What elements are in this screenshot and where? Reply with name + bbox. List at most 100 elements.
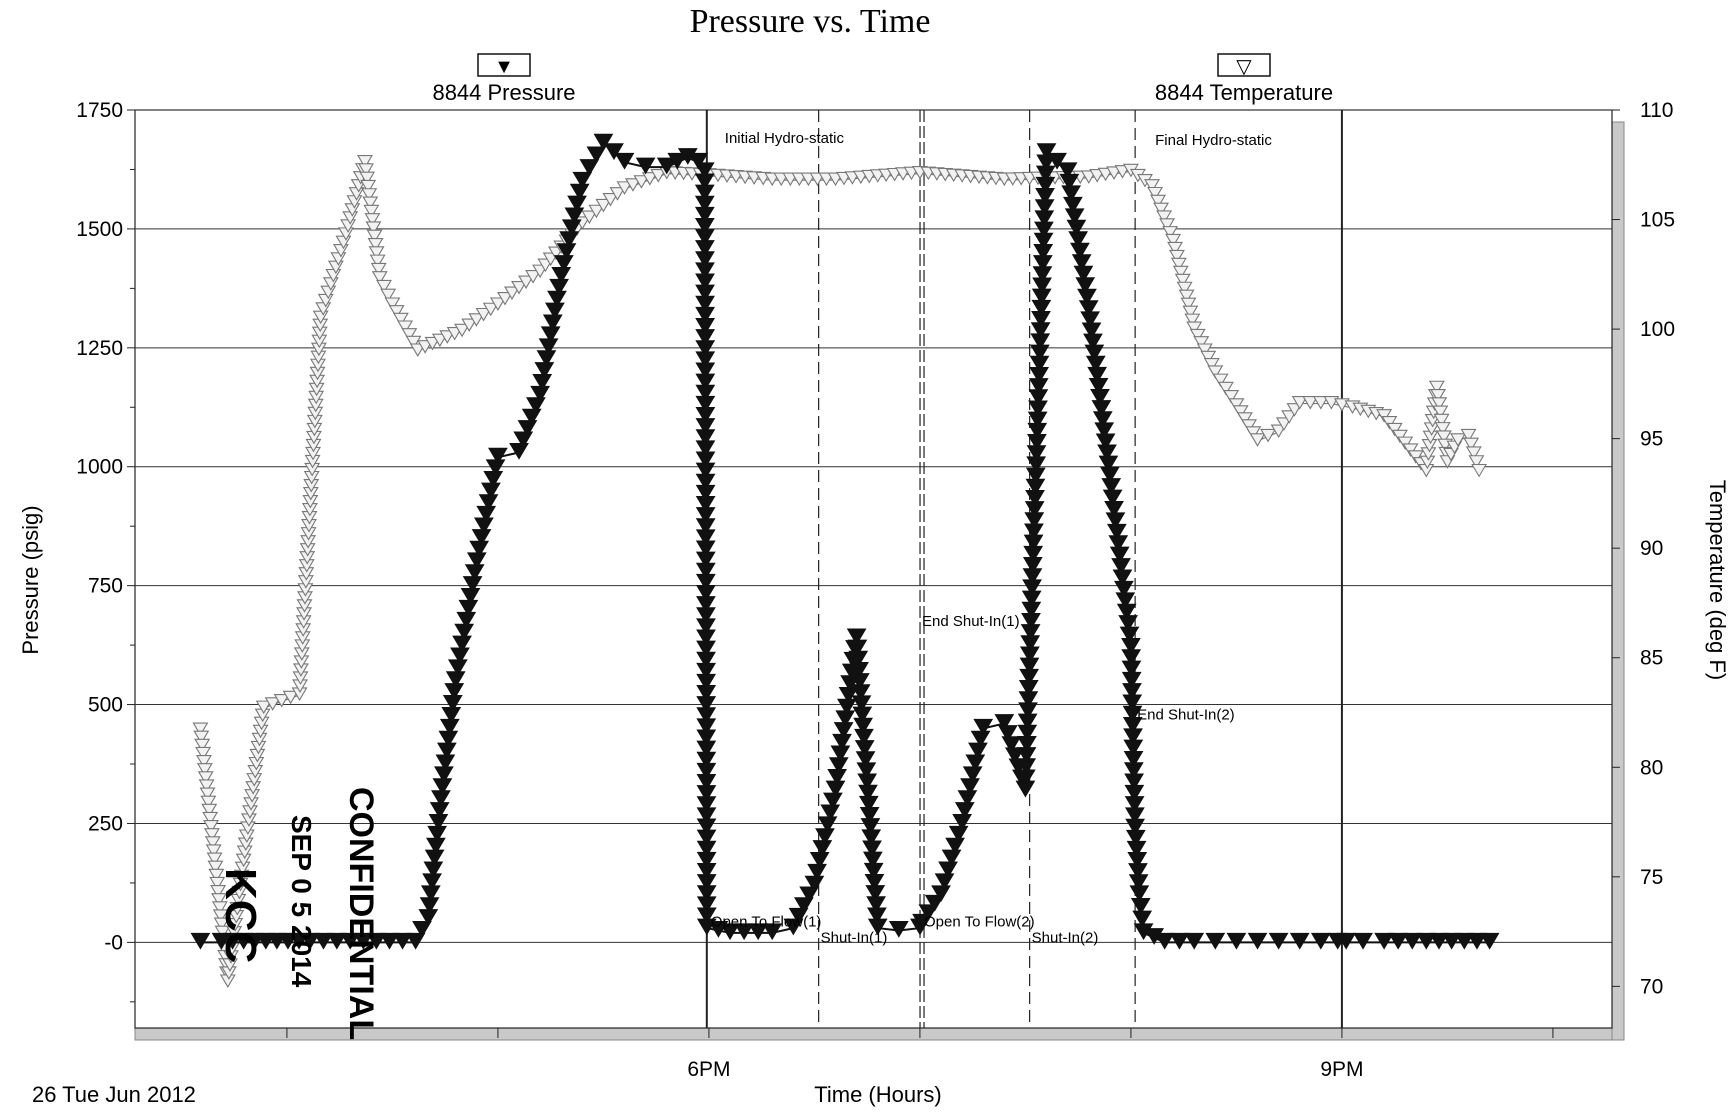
series-point-temperature	[602, 193, 619, 207]
series-point-pressure	[1085, 355, 1106, 373]
series-point-temperature	[1217, 381, 1234, 396]
series-point-temperature	[1159, 218, 1176, 232]
series-point-temperature	[1465, 446, 1482, 460]
series-point-temperature	[609, 187, 626, 201]
series-point-pressure	[1068, 231, 1089, 249]
series-point-temperature	[1168, 249, 1185, 264]
series-point-pressure	[695, 540, 716, 558]
series-point-pressure	[1122, 694, 1143, 712]
series-point-pressure	[1184, 932, 1205, 950]
series-point-temperature	[496, 291, 513, 306]
series-point-pressure	[1109, 546, 1130, 564]
series-point-temperature	[203, 820, 219, 834]
plot-right-band	[1611, 121, 1625, 1041]
series-point-pressure	[1090, 389, 1110, 406]
series-point-pressure	[1336, 932, 1357, 950]
series-point-temperature	[370, 262, 387, 277]
annotation-label: End Shut-In(2)	[1137, 707, 1235, 724]
series-point-pressure	[1114, 580, 1134, 598]
series-point-pressure	[696, 885, 717, 903]
annotation-label: Shut-In(1)	[821, 929, 888, 946]
series-point-pressure	[1268, 932, 1289, 950]
series-point-pressure	[1353, 932, 1373, 950]
series-point-pressure	[696, 863, 717, 880]
series-point-pressure	[1121, 660, 1142, 678]
series-point-pressure	[945, 837, 965, 855]
series-point-pressure	[1479, 932, 1500, 950]
series-point-temperature	[1431, 397, 1448, 411]
series-point-pressure	[857, 773, 878, 791]
series-point-temperature	[1189, 328, 1206, 343]
series-line-pressure	[200, 141, 1490, 944]
series-point-pressure	[823, 792, 843, 810]
series-point-pressure	[1128, 863, 1148, 880]
series-point-temperature	[1196, 343, 1213, 357]
y-right-tick-label: 95	[1640, 428, 1663, 451]
series-point-temperature	[371, 271, 388, 285]
series-point-pressure	[695, 251, 715, 269]
series-point-temperature	[380, 288, 397, 303]
series-point-temperature	[1203, 358, 1220, 372]
series-point-pressure	[862, 840, 882, 858]
series-point-pressure	[1402, 932, 1423, 950]
series-point-pressure	[1036, 143, 1057, 161]
series-point-pressure	[1124, 796, 1145, 813]
series-point-temperature	[192, 722, 209, 737]
series-point-temperature	[1236, 412, 1253, 426]
series-point-pressure	[1115, 592, 1136, 610]
series-point-pressure	[696, 762, 717, 780]
series-point-pressure	[1099, 466, 1120, 484]
y-right-tick-label: 100	[1640, 318, 1675, 341]
y-axis-right-label: Temperature (deg F)	[1705, 480, 1730, 681]
series-point-temperature	[368, 246, 385, 260]
series-point-pressure	[696, 596, 716, 613]
series-point-pressure	[1071, 254, 1092, 272]
series-point-pressure	[1083, 333, 1103, 351]
series-point-temperature	[1450, 433, 1466, 447]
series-point-pressure	[1092, 411, 1113, 429]
series-point-pressure	[1087, 366, 1108, 384]
series-point-pressure	[1125, 829, 1146, 847]
series-point-pressure	[1310, 932, 1331, 950]
series-point-temperature	[1241, 419, 1258, 433]
series-point-pressure	[694, 206, 715, 224]
series-point-temperature	[1144, 179, 1160, 193]
series-point-pressure	[804, 875, 825, 893]
series-point-pressure	[551, 266, 572, 284]
series-point-pressure	[888, 920, 909, 938]
series-line-temperature	[199, 162, 1480, 983]
series-point-pressure	[190, 932, 211, 950]
series-point-pressure	[1127, 852, 1148, 869]
series-point-pressure	[696, 796, 717, 814]
series-point-pressure	[340, 932, 361, 950]
series-point-temperature	[1407, 450, 1424, 464]
y-left-tick-label: 750	[88, 575, 123, 598]
series-point-pressure	[720, 923, 740, 941]
series-point-temperature	[367, 237, 384, 252]
series-point-temperature	[199, 787, 216, 802]
series-point-pressure	[695, 329, 716, 346]
series-point-temperature	[1430, 388, 1447, 403]
series-point-temperature	[581, 210, 598, 225]
series-point-temperature	[1463, 437, 1480, 452]
series-point-pressure	[696, 673, 717, 691]
series-point-pressure	[1132, 910, 1153, 928]
series-point-pressure	[695, 440, 716, 458]
series-point-pressure	[1112, 569, 1133, 587]
series-point-pressure	[851, 695, 872, 713]
series-point-temperature	[210, 885, 227, 899]
series-point-pressure	[313, 932, 334, 950]
series-point-pressure	[696, 896, 717, 914]
series-point-temperature	[1174, 273, 1191, 288]
series-point-pressure	[696, 840, 717, 858]
series-point-pressure	[696, 818, 717, 836]
series-point-pressure	[1070, 242, 1090, 260]
series-point-temperature	[616, 181, 633, 195]
series-point-temperature	[1182, 305, 1199, 320]
series-point-pressure	[1101, 478, 1122, 495]
series-point-pressure	[858, 795, 879, 813]
series-point-pressure	[860, 818, 881, 835]
series-point-temperature	[1228, 398, 1245, 412]
y-right-tick-label: 75	[1640, 866, 1663, 889]
series-point-pressure	[1124, 773, 1144, 791]
